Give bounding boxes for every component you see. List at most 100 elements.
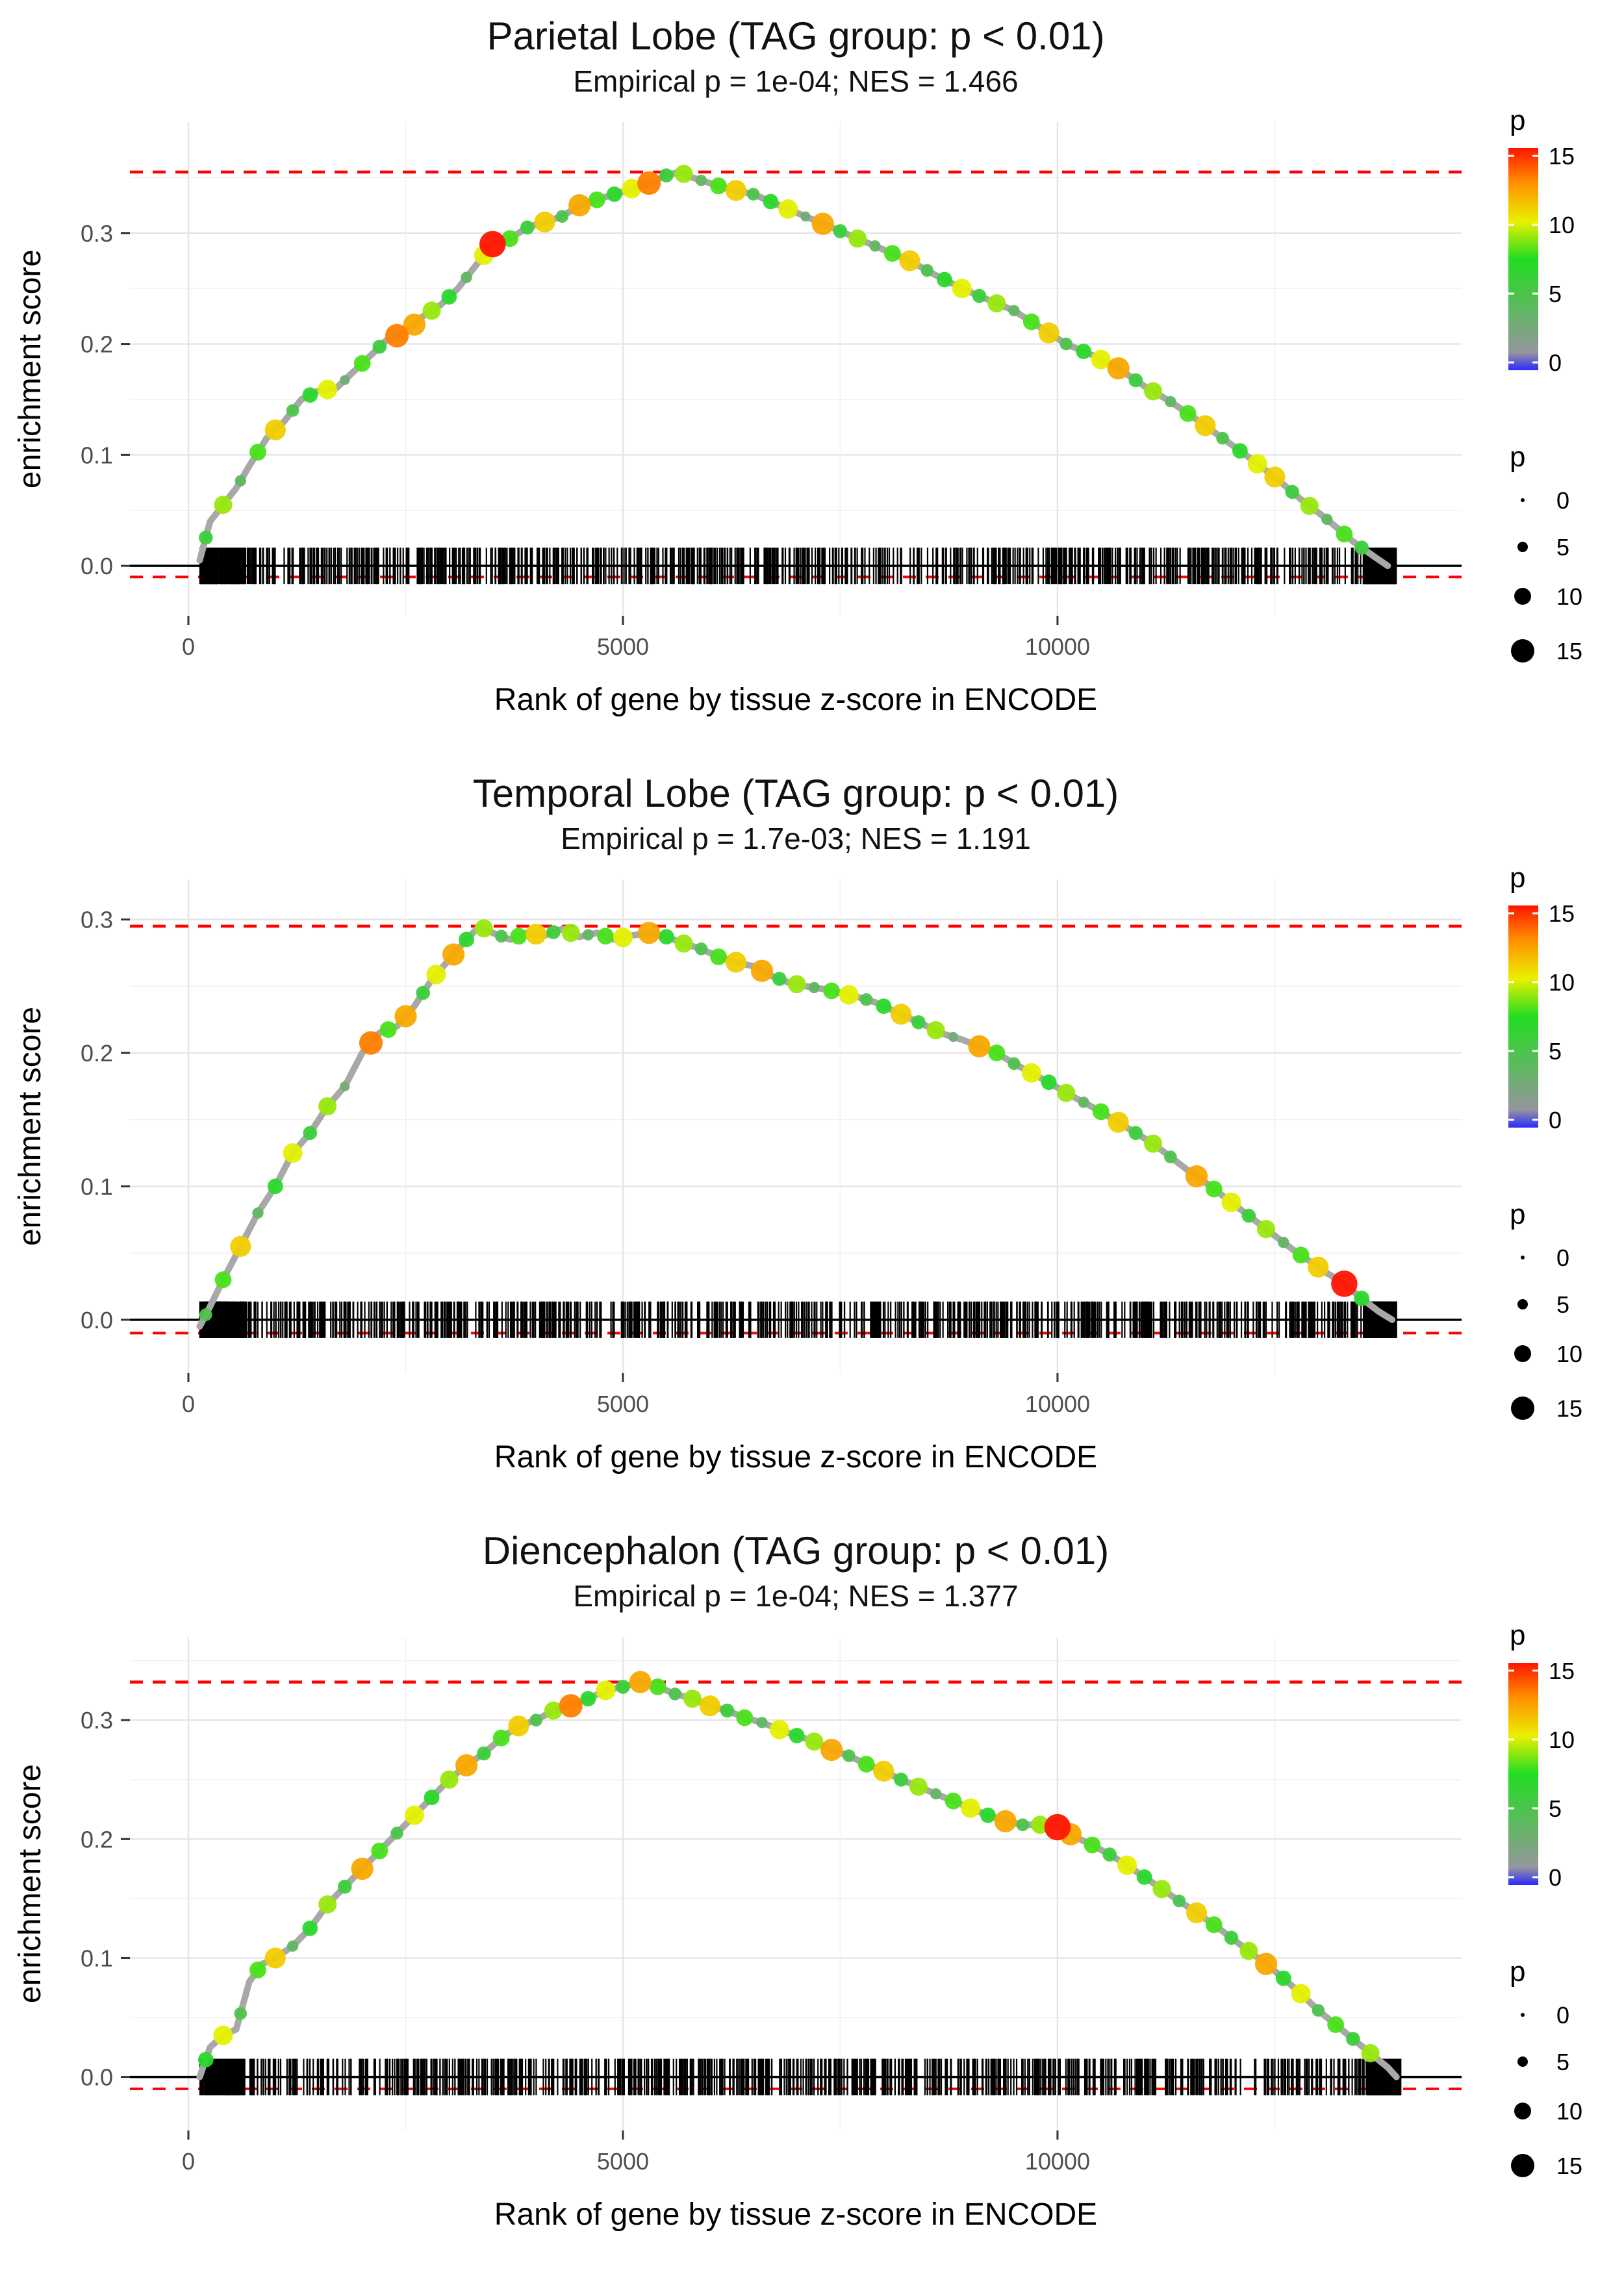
color-legend-tick-label: 15 bbox=[1549, 143, 1575, 170]
color-legend-tick-label: 0 bbox=[1549, 349, 1562, 376]
y-axis-title: enrichment score bbox=[13, 1764, 47, 2003]
panel-temporal-lobe: Temporal Lobe (TAG group: p < 0.01) Empi… bbox=[0, 761, 1624, 1516]
x-tick-label: 0 bbox=[182, 633, 195, 660]
size-legend-tick-label: 10 bbox=[1556, 583, 1582, 610]
panel-parietal-lobe: Parietal Lobe (TAG group: p < 0.01) Empi… bbox=[0, 4, 1624, 759]
color-legend-bar bbox=[1508, 1663, 1538, 1885]
color-legend-tick-label: 5 bbox=[1549, 1795, 1562, 1822]
gene-rug bbox=[199, 548, 1397, 585]
gene-rug bbox=[199, 1301, 1397, 1338]
y-tick-label: 0.1 bbox=[81, 1945, 113, 1971]
x-axis-title: Rank of gene by tissue z-score in ENCODE bbox=[494, 2197, 1097, 2232]
size-legend-dot bbox=[1521, 2013, 1525, 2017]
size-legend-dot bbox=[1517, 1299, 1528, 1309]
x-axis-title: Rank of gene by tissue z-score in ENCODE bbox=[494, 1440, 1097, 1474]
y-tick-label: 0.2 bbox=[81, 1040, 113, 1067]
size-legend-tick-label: 15 bbox=[1556, 2153, 1582, 2179]
y-tick-label: 0.2 bbox=[81, 331, 113, 358]
panel-header: Parietal Lobe (TAG group: p < 0.01) Empi… bbox=[0, 4, 1592, 103]
color-legend-tick-label: 10 bbox=[1549, 212, 1575, 238]
size-legend: p 0 5 10 15 bbox=[1510, 1956, 1582, 2179]
size-legend-dot bbox=[1511, 2154, 1534, 2177]
x-tick-label: 10000 bbox=[1025, 1391, 1090, 1417]
enrichment-curve bbox=[196, 168, 1391, 570]
size-legend: p 0 5 10 15 bbox=[1510, 441, 1582, 664]
gridlines bbox=[130, 879, 1462, 1373]
y-axis-title: enrichment score bbox=[13, 1007, 47, 1246]
color-legend-tick-label: 15 bbox=[1549, 900, 1575, 927]
size-legend-dot bbox=[1511, 639, 1534, 663]
y-tick-label: 0.1 bbox=[81, 1173, 113, 1200]
size-legend-tick-label: 10 bbox=[1556, 1341, 1582, 1367]
axes: 0.0 0.1 0.2 0.3 0 5000 10000 Rank of gene by ti… bbox=[13, 1707, 1097, 2232]
x-tick-label: 10000 bbox=[1025, 633, 1090, 660]
size-legend-tick-label: 15 bbox=[1556, 638, 1582, 664]
y-tick-label: 0.3 bbox=[81, 1707, 113, 1734]
color-legend-title: p bbox=[1510, 862, 1525, 894]
color-legend-title: p bbox=[1510, 105, 1525, 136]
panel-subtitle: Empirical p = 1e-04; NES = 1.377 bbox=[573, 1579, 1019, 1613]
size-legend-title: p bbox=[1510, 1956, 1525, 1988]
color-legend-tick-label: 10 bbox=[1549, 969, 1575, 996]
x-tick-label: 10000 bbox=[1025, 2148, 1090, 2175]
color-legend-tick-label: 5 bbox=[1549, 281, 1562, 307]
panel-subtitle: Empirical p = 1.7e-03; NES = 1.191 bbox=[561, 822, 1031, 855]
y-tick-label: 0.0 bbox=[81, 2064, 113, 2091]
y-tick-label: 0.0 bbox=[81, 553, 113, 579]
panel-title: Temporal Lobe (TAG group: p < 0.01) bbox=[472, 772, 1119, 815]
gene-dots bbox=[199, 164, 1369, 555]
y-tick-label: 0.2 bbox=[81, 1826, 113, 1852]
size-legend-title: p bbox=[1510, 441, 1525, 473]
gene-dots bbox=[197, 1671, 1380, 2067]
size-legend-tick-label: 15 bbox=[1556, 1395, 1582, 1422]
size-legend-dot bbox=[1517, 542, 1528, 552]
size-legend-dot bbox=[1517, 2056, 1528, 2067]
y-tick-label: 0.3 bbox=[81, 907, 113, 933]
y-tick-label: 0.3 bbox=[81, 220, 113, 247]
enrichment-plot-temporal: 0.0 0.1 0.2 0.3 0 5000 10000 Rank of gene by ti… bbox=[13, 862, 1582, 1474]
size-legend-tick-label: 10 bbox=[1556, 2098, 1582, 2125]
axes: 0.0 0.1 0.2 0.3 0 5000 10000 Rank of gene by ti… bbox=[13, 220, 1097, 717]
size-legend-dot bbox=[1514, 588, 1531, 605]
panel-diencephalon: Diencephalon (TAG group: p < 0.01) Empir… bbox=[0, 1519, 1624, 2273]
panel-header: Temporal Lobe (TAG group: p < 0.01) Empi… bbox=[0, 761, 1592, 860]
color-legend-tick-label: 0 bbox=[1549, 1107, 1562, 1133]
size-legend-tick-label: 0 bbox=[1556, 2002, 1569, 2029]
x-tick-label: 5000 bbox=[597, 2148, 649, 2175]
size-legend-tick-label: 0 bbox=[1556, 487, 1569, 514]
panel-title: Diencephalon (TAG group: p < 0.01) bbox=[482, 1529, 1110, 1573]
axes: 0.0 0.1 0.2 0.3 0 5000 10000 Rank of gene by ti… bbox=[13, 907, 1097, 1474]
size-legend-title: p bbox=[1510, 1198, 1525, 1230]
size-legend: p 0 5 10 15 bbox=[1510, 1198, 1582, 1422]
x-tick-label: 5000 bbox=[597, 1391, 649, 1417]
size-legend-dot bbox=[1521, 1256, 1525, 1259]
color-legend-title: p bbox=[1510, 1619, 1525, 1651]
size-legend-tick-label: 5 bbox=[1556, 1291, 1569, 1318]
color-legend-tick-label: 15 bbox=[1549, 1658, 1575, 1684]
x-tick-label: 0 bbox=[182, 2148, 195, 2175]
color-legend-tick-label: 5 bbox=[1549, 1038, 1562, 1065]
x-axis-title: Rank of gene by tissue z-score in ENCODE bbox=[494, 683, 1097, 717]
gridlines bbox=[130, 1637, 1462, 2131]
size-legend-dot bbox=[1521, 498, 1525, 502]
size-legend-tick-label: 5 bbox=[1556, 534, 1569, 561]
color-legend-tick-label: 0 bbox=[1549, 1864, 1562, 1891]
panel-subtitle: Empirical p = 1e-04; NES = 1.466 bbox=[573, 64, 1019, 98]
gridlines bbox=[130, 122, 1462, 616]
y-axis-title: enrichment score bbox=[13, 249, 47, 488]
panel-title: Parietal Lobe (TAG group: p < 0.01) bbox=[487, 14, 1105, 58]
size-legend-dot bbox=[1514, 2103, 1531, 2119]
panel-header: Diencephalon (TAG group: p < 0.01) Empir… bbox=[0, 1519, 1592, 1617]
enrichment-plot-diencephalon: 0.0 0.1 0.2 0.3 0 5000 10000 Rank of gene by ti… bbox=[13, 1619, 1582, 2232]
color-legend-tick-label: 10 bbox=[1549, 1726, 1575, 1753]
enrichment-plot-parietal: 0.0 0.1 0.2 0.3 0 5000 10000 Rank of gene by ti… bbox=[13, 105, 1582, 717]
color-legend-bar bbox=[1508, 905, 1538, 1128]
y-tick-label: 0.0 bbox=[81, 1307, 113, 1334]
size-legend-dot bbox=[1511, 1397, 1534, 1420]
color-legend: p 15 10 5 0 bbox=[1508, 1619, 1575, 1891]
y-tick-label: 0.1 bbox=[81, 442, 113, 468]
color-legend-bar bbox=[1508, 148, 1538, 370]
gene-dots bbox=[199, 919, 1370, 1321]
gene-rug bbox=[199, 2058, 1402, 2095]
color-legend: p 15 10 5 0 bbox=[1508, 862, 1575, 1133]
